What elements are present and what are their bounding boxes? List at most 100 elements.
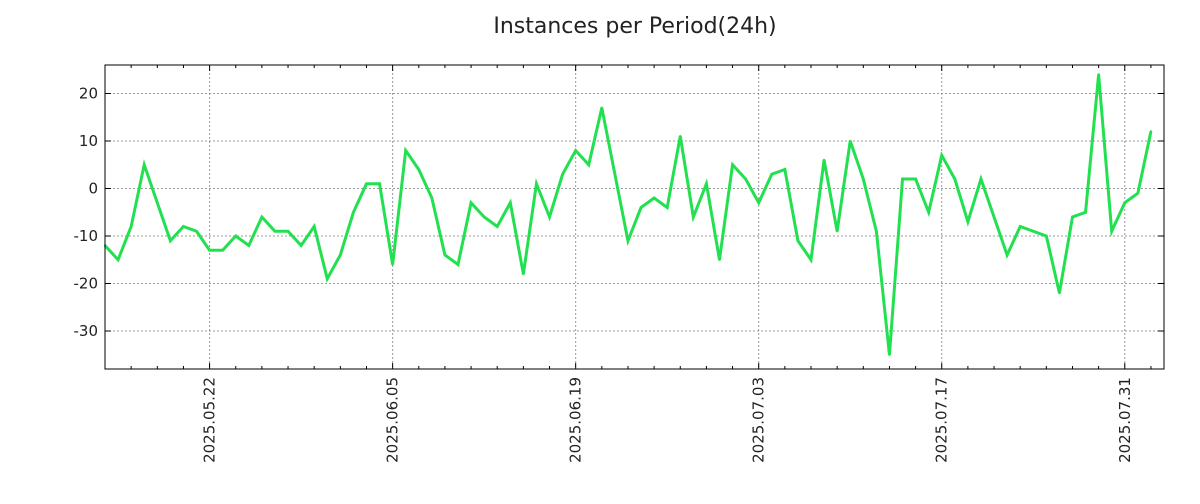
data-point bbox=[143, 163, 146, 166]
y-tick-label: 10 bbox=[79, 132, 98, 150]
data-point bbox=[692, 215, 695, 219]
data-point bbox=[888, 353, 891, 356]
data-point bbox=[116, 258, 120, 261]
data-point bbox=[404, 149, 407, 152]
data-point bbox=[626, 239, 630, 242]
data-point bbox=[1018, 225, 1022, 228]
data-point bbox=[705, 182, 708, 185]
data-point bbox=[783, 168, 787, 171]
data-point bbox=[535, 182, 538, 185]
data-point bbox=[665, 206, 669, 209]
data-point bbox=[1071, 215, 1074, 219]
x-tick-label: 2025.07.17 bbox=[933, 377, 951, 463]
data-point bbox=[339, 253, 342, 257]
data-point bbox=[849, 139, 852, 143]
data-point bbox=[561, 173, 564, 176]
data-point bbox=[1110, 230, 1113, 233]
data-point bbox=[260, 215, 264, 219]
data-point bbox=[1032, 230, 1035, 233]
data-point bbox=[953, 177, 957, 181]
x-tick-label: 2025.07.03 bbox=[750, 377, 768, 463]
data-point bbox=[247, 244, 251, 247]
data-point bbox=[286, 230, 290, 233]
data-point bbox=[1149, 130, 1153, 133]
data-point bbox=[195, 230, 198, 233]
chart-title: Instances per Period(24h) bbox=[493, 14, 777, 39]
data-point bbox=[600, 106, 604, 109]
data-point bbox=[1045, 234, 1048, 238]
plot-frame bbox=[104, 64, 1165, 370]
y-tick-label: 0 bbox=[88, 180, 98, 198]
data-point bbox=[1097, 73, 1100, 76]
data-point bbox=[979, 177, 983, 181]
x-tick-label: 2025.07.31 bbox=[1116, 377, 1134, 463]
data-point bbox=[1136, 192, 1140, 195]
data-point bbox=[731, 163, 734, 166]
data-point bbox=[744, 177, 747, 181]
data-point bbox=[574, 149, 577, 152]
data-point bbox=[757, 201, 760, 204]
data-point bbox=[587, 163, 590, 166]
x-tick-label: 2025.06.19 bbox=[567, 377, 585, 463]
y-tick-label: -10 bbox=[74, 227, 99, 245]
data-point bbox=[914, 177, 917, 181]
data-point bbox=[927, 211, 930, 214]
data-point bbox=[1084, 211, 1087, 214]
data-point bbox=[208, 249, 211, 252]
data-point bbox=[312, 225, 316, 228]
data-point bbox=[901, 177, 904, 181]
data-point bbox=[299, 244, 303, 247]
data-point bbox=[822, 158, 826, 162]
data-point bbox=[482, 215, 486, 219]
axes: -30 -20 -10 0 10 20 2025.05.22 2025.06.05 2025.0… bbox=[74, 65, 1164, 463]
data-point bbox=[326, 277, 329, 280]
data-point bbox=[1058, 291, 1061, 295]
data-point bbox=[992, 215, 996, 219]
series-layer bbox=[103, 73, 1153, 356]
data-point bbox=[548, 215, 551, 219]
data-point bbox=[365, 182, 368, 185]
data-point bbox=[1005, 253, 1009, 257]
data-point bbox=[221, 249, 224, 252]
data-point bbox=[378, 182, 381, 185]
y-tick-label: -20 bbox=[74, 275, 99, 293]
data-point bbox=[156, 201, 159, 204]
data-point bbox=[417, 168, 420, 171]
data-point bbox=[966, 220, 970, 223]
data-point bbox=[391, 263, 394, 266]
data-point bbox=[1123, 201, 1126, 204]
data-point bbox=[940, 154, 943, 157]
data-point bbox=[679, 135, 682, 138]
data-point bbox=[496, 225, 499, 228]
data-point bbox=[875, 230, 878, 233]
data-point bbox=[639, 206, 643, 209]
data-point bbox=[456, 263, 460, 266]
data-point bbox=[443, 253, 447, 257]
y-tick-label: 20 bbox=[79, 85, 98, 103]
data-point bbox=[129, 225, 133, 228]
data-point bbox=[469, 201, 473, 204]
data-point bbox=[182, 225, 185, 228]
data-point bbox=[273, 230, 277, 233]
data-point bbox=[430, 196, 434, 200]
data-point bbox=[169, 239, 172, 242]
data-point bbox=[835, 230, 839, 233]
data-point bbox=[770, 173, 773, 176]
data-point bbox=[718, 258, 721, 261]
y-tick-label: -30 bbox=[74, 322, 99, 340]
x-tick-label: 2025.05.22 bbox=[201, 377, 219, 463]
series-line bbox=[103, 74, 1153, 355]
grid-lines bbox=[105, 65, 1164, 369]
data-point bbox=[522, 272, 525, 276]
data-point bbox=[862, 177, 865, 181]
data-point bbox=[509, 201, 512, 204]
data-point bbox=[352, 211, 355, 214]
data-point bbox=[652, 196, 656, 200]
data-point bbox=[809, 258, 813, 261]
data-point bbox=[613, 173, 617, 176]
data-point bbox=[234, 234, 237, 238]
data-point bbox=[796, 239, 800, 242]
x-tick-label: 2025.06.05 bbox=[384, 377, 402, 463]
